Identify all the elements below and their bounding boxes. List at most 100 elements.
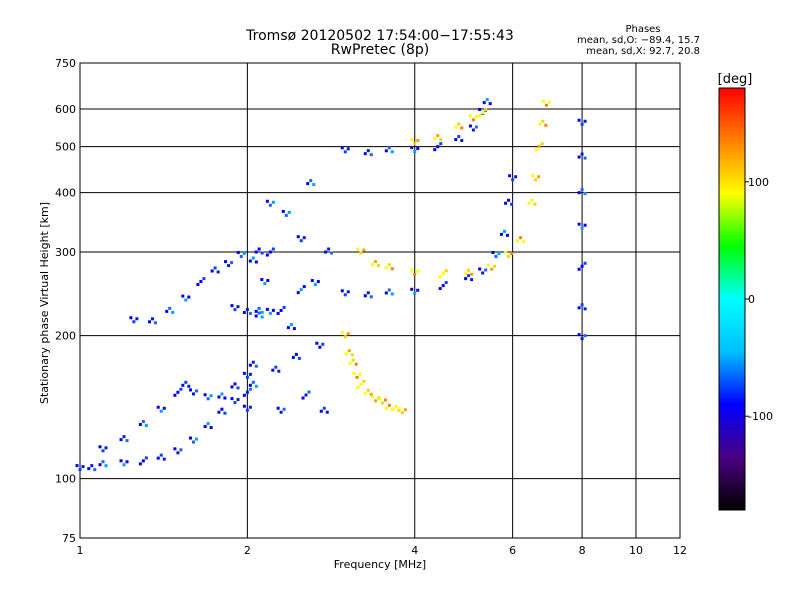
y-tick-label: 300	[55, 246, 76, 259]
data-point	[179, 387, 183, 391]
data-point	[299, 288, 303, 292]
data-point	[540, 142, 544, 146]
data-point	[297, 356, 301, 360]
series-7	[340, 98, 492, 157]
data-point	[346, 147, 350, 151]
data-point	[544, 103, 548, 107]
data-point	[242, 393, 246, 397]
data-point	[373, 260, 377, 264]
data-point	[176, 451, 180, 455]
data-point	[390, 267, 394, 271]
x-tick-label: 8	[579, 544, 586, 557]
data-point	[302, 285, 306, 289]
data-point	[484, 268, 488, 272]
data-point	[309, 179, 313, 183]
data-point	[351, 358, 355, 362]
data-point	[541, 119, 545, 123]
data-point	[277, 369, 281, 373]
data-point	[236, 386, 240, 390]
data-point	[263, 282, 267, 286]
data-point	[514, 175, 518, 179]
data-point	[369, 392, 373, 396]
data-point	[122, 435, 126, 439]
series-0	[75, 380, 258, 472]
data-point	[104, 464, 108, 468]
phases-mean-o: mean, sd,O: −89.4, 15.7	[577, 35, 700, 46]
data-point	[343, 293, 347, 297]
data-point	[464, 271, 468, 275]
series-3	[230, 304, 286, 315]
colorbar-label: [deg]	[718, 72, 753, 87]
data-point	[538, 122, 542, 126]
data-point	[457, 122, 461, 126]
data-point	[260, 310, 264, 314]
data-point	[233, 401, 237, 405]
data-point	[266, 279, 270, 283]
data-point	[191, 392, 195, 396]
data-point	[156, 405, 160, 409]
data-point	[354, 362, 358, 366]
data-point	[230, 304, 234, 308]
data-point	[439, 138, 443, 142]
data-point	[135, 317, 139, 321]
data-point	[196, 283, 200, 287]
data-point	[223, 411, 227, 415]
data-point	[260, 251, 264, 255]
x-tick-label: 10	[629, 544, 643, 557]
data-point	[510, 251, 514, 255]
data-point	[306, 182, 310, 186]
data-point	[101, 460, 105, 464]
data-point	[484, 107, 488, 111]
data-point	[315, 341, 319, 345]
data-point	[416, 288, 420, 292]
data-point	[348, 361, 352, 365]
data-point	[274, 365, 278, 369]
data-point	[580, 303, 584, 307]
data-point	[494, 254, 498, 258]
data-point	[81, 465, 85, 469]
data-point	[141, 459, 145, 463]
chart-title: Tromsø 20120502 17:54:00−17:55:43	[245, 28, 514, 44]
data-point	[527, 201, 531, 205]
data-point	[485, 98, 489, 102]
data-point	[165, 309, 169, 313]
data-point	[363, 391, 367, 395]
data-point	[254, 364, 258, 368]
data-point	[287, 210, 291, 214]
data-point	[436, 145, 440, 149]
data-point	[153, 321, 157, 325]
data-point	[577, 191, 581, 195]
data-point	[413, 291, 417, 295]
data-point	[493, 264, 497, 268]
data-point	[403, 408, 407, 412]
data-point	[359, 251, 363, 255]
phases-mean-x: mean, sd,X: 92.7, 20.8	[586, 46, 700, 57]
data-point	[390, 150, 394, 154]
data-point	[245, 307, 249, 311]
data-point	[138, 423, 142, 427]
data-point	[583, 119, 587, 123]
data-point	[391, 407, 395, 411]
data-point	[216, 270, 220, 274]
data-point	[347, 349, 351, 353]
data-point	[356, 247, 360, 251]
series-2	[129, 247, 264, 325]
data-point	[577, 333, 581, 337]
data-point	[289, 323, 293, 327]
data-point	[533, 202, 537, 206]
data-point	[577, 118, 581, 122]
data-point	[352, 371, 356, 375]
x-tick-label: 6	[509, 544, 516, 557]
data-point	[363, 294, 367, 298]
data-point	[502, 229, 506, 233]
data-point	[242, 310, 246, 314]
data-point	[119, 438, 123, 442]
data-point	[239, 254, 243, 258]
data-point	[168, 306, 172, 310]
data-point	[410, 287, 414, 291]
data-point	[147, 320, 151, 324]
data-point	[577, 155, 581, 159]
data-point	[350, 353, 354, 357]
data-point	[282, 407, 286, 411]
data-point	[220, 407, 224, 411]
